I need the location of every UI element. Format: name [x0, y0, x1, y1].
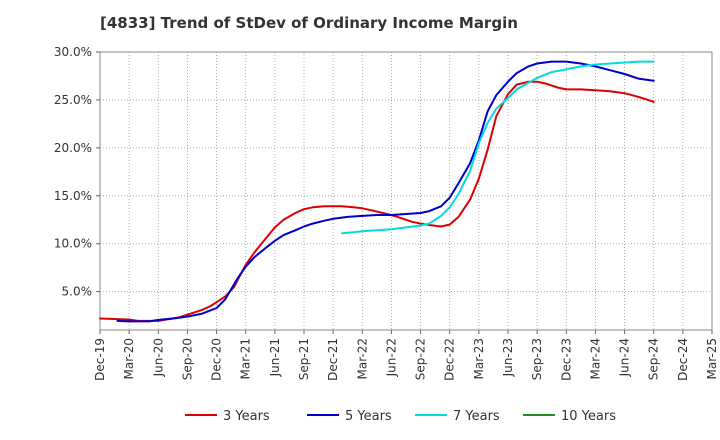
series-group — [99, 60, 655, 323]
y-tick-label: 15.0% — [54, 189, 92, 203]
series-line-5-years — [116, 60, 655, 323]
x-tick-label: Mar-23 — [472, 338, 486, 379]
x-tick-label: Mar-21 — [239, 338, 253, 379]
x-tick-label: Mar-22 — [355, 338, 369, 379]
x-tick-label: Sep-24 — [647, 338, 661, 380]
x-tick-label: Sep-22 — [414, 338, 428, 380]
x-tick-label: Dec-24 — [676, 338, 690, 381]
x-axis-ticks: Dec-19 Mar-20 Jun-20 Sep-20 Dec-20 Mar-21 Jun-… — [93, 330, 719, 381]
x-tick-label: Mar-25 — [705, 338, 719, 379]
plot-area — [99, 51, 713, 331]
x-tick-label: Dec-19 — [93, 338, 107, 381]
x-tick-label: Mar-24 — [588, 338, 602, 379]
x-tick-label: Jun-21 — [268, 338, 282, 377]
legend-label-7-years: 7 Years — [453, 409, 500, 424]
x-tick-label: Sep-21 — [297, 338, 311, 380]
x-tick-label: Dec-21 — [326, 338, 340, 381]
x-tick-label: Sep-20 — [180, 338, 194, 380]
x-tick-label: Sep-23 — [530, 338, 544, 380]
y-tick-label: 20.0% — [54, 141, 92, 155]
x-tick-label: Mar-20 — [122, 338, 136, 379]
y-axis-ticks: 5.0% 10.0% 15.0% 20.0% 25.0% 30.0% — [54, 45, 100, 299]
y-tick-label: 30.0% — [54, 45, 92, 59]
legend-label-5-years: 5 Years — [345, 409, 392, 424]
legend-label-3-years: 3 Years — [223, 409, 270, 424]
x-tick-label: Dec-20 — [210, 338, 224, 381]
x-tick-label: Jun-20 — [151, 338, 165, 377]
y-tick-label: 25.0% — [54, 93, 92, 107]
legend-label-10-years: 10 Years — [561, 409, 616, 424]
x-tick-label: Dec-22 — [443, 338, 457, 381]
series-line-3-years — [99, 80, 655, 322]
chart-title: [4833] Trend of StDev of Ordinary Income… — [100, 14, 518, 32]
x-tick-label: Dec-23 — [559, 338, 573, 381]
grid — [100, 52, 712, 330]
x-tick-label: Jun-24 — [618, 338, 632, 377]
series-line-7-years — [340, 60, 655, 235]
legend: 3 Years 5 Years 7 Years 10 Years — [185, 409, 616, 424]
x-tick-label: Jun-23 — [501, 338, 515, 377]
y-tick-label: 5.0% — [62, 285, 93, 299]
y-tick-label: 10.0% — [54, 237, 92, 251]
x-tick-label: Jun-22 — [384, 338, 398, 377]
